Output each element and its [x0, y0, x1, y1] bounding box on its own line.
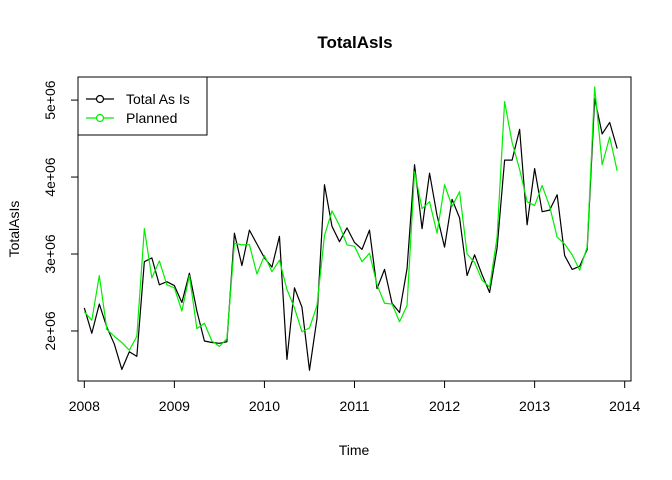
- y-tick-label: 2e+06: [42, 311, 58, 351]
- x-tick-label: 2008: [69, 398, 100, 414]
- legend-marker-2: [95, 113, 105, 123]
- x-tick-label: 2012: [429, 398, 460, 414]
- series-layer: [83, 86, 618, 371]
- x-tick-label: 2010: [249, 398, 280, 414]
- y-tick-label: 4e+06: [42, 157, 58, 197]
- legend-box: [77, 76, 208, 136]
- x-tick-label: 2011: [339, 398, 369, 414]
- x-tick-label: 2014: [609, 398, 640, 414]
- y-tick-label: 3e+06: [42, 234, 58, 274]
- legend-marker-1: [95, 94, 105, 104]
- series-line-1: [83, 97, 618, 371]
- y-tick-label: 5e+06: [42, 80, 58, 120]
- series-line-2: [83, 86, 618, 351]
- chart-title: TotalAsIs: [317, 33, 392, 52]
- x-tick-label: 2009: [159, 398, 190, 414]
- x-tick-label: 2013: [519, 398, 550, 414]
- y-axis: 2e+06 3e+06 4e+06 5e+06: [42, 80, 79, 351]
- x-axis-label: Time: [339, 442, 370, 458]
- legend: Total As Is Planned: [77, 76, 208, 136]
- y-axis-label: TotalAsIs: [6, 201, 22, 258]
- legend-label-1: Total As Is: [126, 91, 190, 107]
- x-axis: 2008 2009 2010 2011 2012 2013 2014: [69, 380, 640, 414]
- legend-label-2: Planned: [126, 110, 177, 126]
